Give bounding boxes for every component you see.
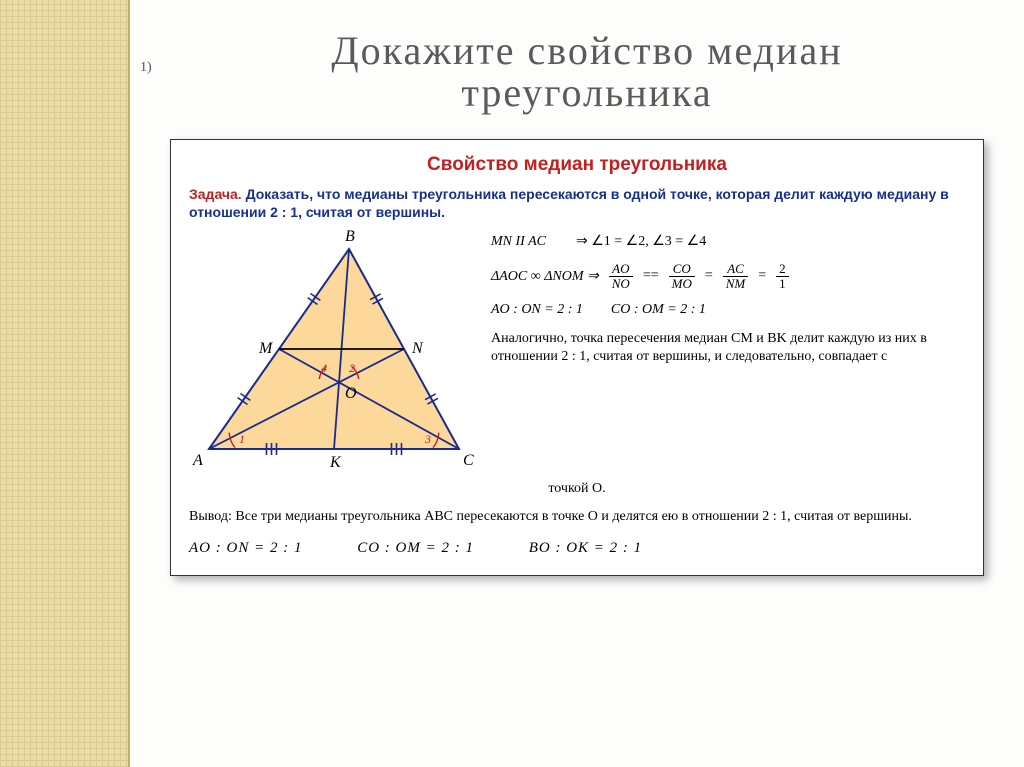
title-line-1: Докажите свойство медиан bbox=[331, 28, 842, 73]
decorative-sidebar bbox=[0, 0, 130, 767]
frac1-den: NO bbox=[609, 277, 633, 291]
triangle-svg: 1 2 3 4 A B C M N K O bbox=[189, 229, 479, 479]
math-line-2: ΔAOC ∞ ΔNOM ⇒ AO NO == CO MO = AC NM bbox=[491, 262, 965, 290]
svg-text:4: 4 bbox=[321, 361, 327, 375]
eq1: == bbox=[643, 268, 659, 284]
main-title: Докажите свойство медиан треугольника bbox=[150, 30, 1024, 114]
svg-text:1: 1 bbox=[239, 432, 245, 446]
conclusion: Вывод: Все три медианы треугольника ABC … bbox=[189, 508, 965, 526]
analogous-note: Аналогично, точка пересечения медиан CM … bbox=[491, 330, 965, 365]
similar-triangles: ΔAOC ∞ ΔNOM ⇒ bbox=[491, 268, 599, 285]
final-ratios: AO : ON = 2 : 1 CO : OM = 2 : 1 BO : OK … bbox=[189, 540, 965, 557]
svg-text:M: M bbox=[258, 340, 274, 357]
note-text: Аналогично, точка пересечения медиан CM … bbox=[491, 331, 927, 364]
figure-row: 1234ABCMNKO MN II AC ⇒ ∠1 = ∠2, ∠3 = ∠4 … bbox=[189, 229, 965, 484]
svg-text:2: 2 bbox=[349, 361, 355, 375]
svg-text:N: N bbox=[411, 340, 424, 357]
title-line-2: треугольника bbox=[461, 70, 712, 115]
ratio-1: AO : ON = 2 : 1 bbox=[189, 540, 302, 556]
frac3-num: AC bbox=[723, 262, 749, 277]
task-statement: Задача. Доказать, что медианы треугольни… bbox=[189, 186, 965, 221]
ratio-3: BO : OK = 2 : 1 bbox=[529, 540, 642, 556]
frac-2-1: 2 1 bbox=[776, 262, 789, 290]
frac-ao-no: AO NO bbox=[609, 262, 633, 290]
slide-content: 1) Докажите свойство медиан треугольника… bbox=[130, 0, 1024, 767]
list-number: 1) bbox=[140, 60, 152, 76]
mn-parallel: MN II AC bbox=[491, 234, 546, 250]
task-text: Доказать, что медианы треугольника перес… bbox=[189, 186, 949, 220]
task-label: Задача. bbox=[189, 186, 242, 202]
ratio-2: CO : OM = 2 : 1 bbox=[357, 540, 474, 556]
frac4-num: 2 bbox=[776, 262, 789, 277]
svg-text:K: K bbox=[329, 454, 342, 471]
svg-text:O: O bbox=[345, 385, 357, 402]
frac1-num: AO bbox=[609, 262, 633, 277]
svg-text:A: A bbox=[192, 452, 203, 469]
frac-ac-nm: AC NM bbox=[723, 262, 749, 290]
math-column: MN II AC ⇒ ∠1 = ∠2, ∠3 = ∠4 ΔAOC ∞ ΔNOM … bbox=[491, 229, 965, 484]
frac3-den: NM bbox=[723, 277, 749, 291]
theorem-card: Свойство медиан треугольника Задача. Док… bbox=[170, 139, 984, 576]
frac2-num: CO bbox=[669, 262, 695, 277]
frac-co-mo: CO MO bbox=[669, 262, 695, 290]
math-line-3: AO : ON = 2 : 1 CO : OM = 2 : 1 bbox=[491, 302, 965, 318]
triangle-figure: 1 2 3 4 A B C M N K O bbox=[189, 229, 479, 484]
frac4-den: 1 bbox=[776, 277, 789, 291]
eq3: = bbox=[758, 268, 766, 284]
svg-text:B: B bbox=[345, 229, 355, 245]
math-line-1: MN II AC ⇒ ∠1 = ∠2, ∠3 = ∠4 bbox=[491, 233, 965, 250]
frac2-den: MO bbox=[669, 277, 695, 291]
angles-equal: ⇒ ∠1 = ∠2, ∠3 = ∠4 bbox=[576, 233, 706, 250]
eq2: = bbox=[705, 268, 713, 284]
svg-text:C: C bbox=[463, 452, 474, 469]
svg-text:3: 3 bbox=[424, 432, 431, 446]
card-title: Свойство медиан треугольника bbox=[189, 154, 965, 176]
